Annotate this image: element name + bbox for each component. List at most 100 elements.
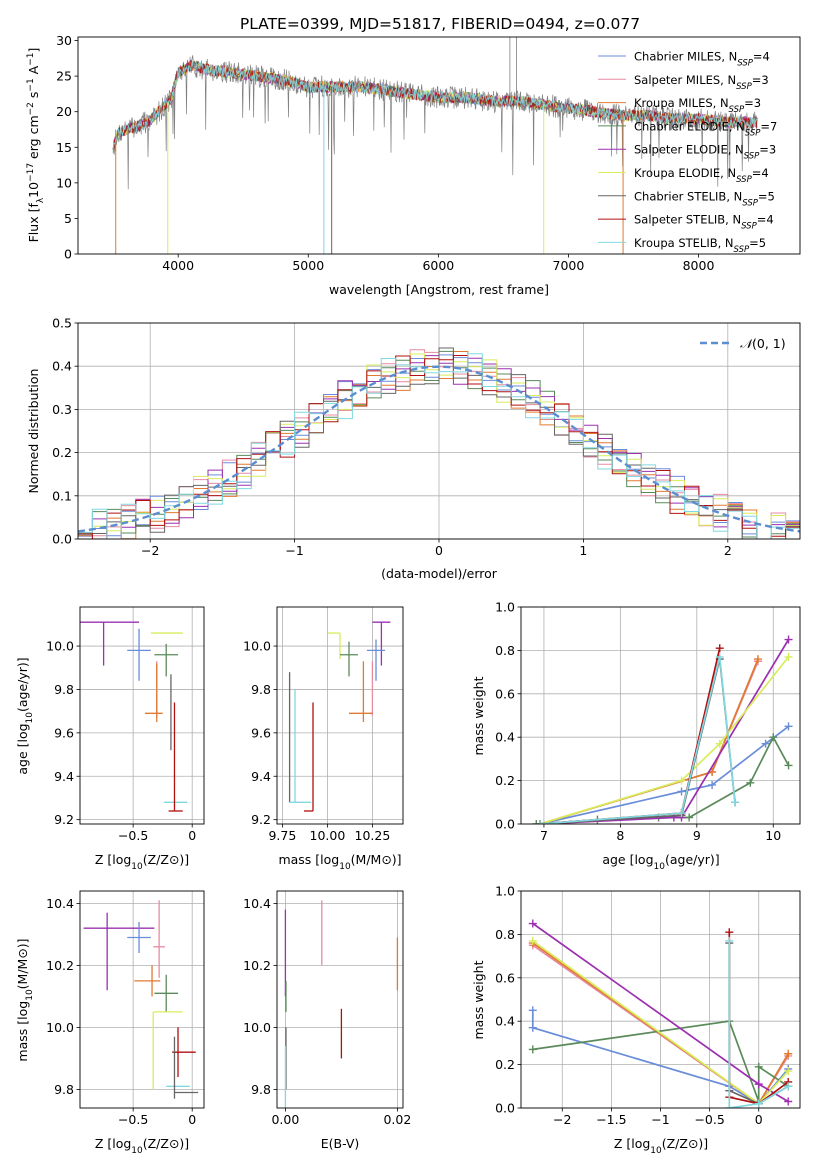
axis-label: mass [log10(M/M⊙)]	[15, 938, 35, 1061]
data-point	[746, 778, 755, 787]
axes-frame	[276, 890, 404, 1109]
data-point	[725, 928, 734, 937]
series-line	[536, 635, 793, 824]
model-spectrum	[113, 60, 758, 150]
data-point	[784, 1082, 793, 1091]
y-tick-label: 0.2	[495, 1057, 515, 1072]
data-point	[685, 813, 694, 822]
age_vs_Z-plot-area	[80, 621, 188, 812]
legend-entry: Chabrier STELIB, NSSP=5	[634, 189, 775, 208]
x-tick-label: 5000	[292, 258, 324, 273]
data-point	[349, 661, 373, 723]
data-point	[784, 635, 793, 644]
y-tick-label: 0.5	[52, 316, 72, 331]
data-point	[669, 813, 678, 822]
axis-label: Flux [fλ10−17 erg cm−2 s−1 A−1]	[26, 48, 46, 243]
axis-label: Z [log10(Z/Z⊙)]	[614, 1136, 708, 1156]
y-tick-label: 10.2	[46, 958, 74, 973]
y-tick-label: 10.0	[46, 639, 74, 654]
legend-entry: Kroupa STELIB, NSSP=5	[634, 236, 766, 255]
x-tick-label: 10	[765, 828, 781, 843]
x-tick-label: 0	[188, 828, 196, 843]
x-tick-label: −1	[651, 1112, 669, 1127]
x-tick-label: −2	[553, 1112, 571, 1127]
y-tick-label: 0.8	[495, 927, 515, 942]
model-spectrum	[112, 61, 758, 150]
series-line	[536, 644, 724, 824]
series-line	[725, 936, 793, 1108]
axis-label: E(B-V)	[321, 1136, 360, 1151]
y-tick-label: 9.2	[54, 812, 74, 827]
y-tick-label: 9.8	[251, 1082, 271, 1097]
y-tick-label: 9.6	[54, 725, 74, 740]
data-point	[289, 689, 312, 803]
axes-frame	[79, 890, 205, 1109]
data-point	[153, 900, 166, 978]
data-point	[80, 621, 140, 666]
data-point	[528, 1006, 537, 1015]
spectrum-plot-area	[112, 37, 758, 254]
axes-frame	[77, 36, 801, 255]
data-point	[154, 643, 179, 677]
data-point	[677, 787, 686, 796]
data-point	[677, 809, 686, 818]
axis-label: age [log10(age/yr)]	[602, 852, 719, 872]
axis-label: wavelength [Angstrom, rest frame]	[329, 282, 549, 297]
data-point	[754, 1099, 763, 1108]
y-tick-label: 30	[56, 33, 72, 48]
axis-label: mass weight	[471, 960, 486, 1039]
y-tick-label: 0.3	[52, 402, 72, 417]
age_vs_mass-panel: 9.75 10.00 10.25 9.2 9.4 9.6 9.8 10.0 mass [log1…	[243, 606, 404, 872]
y-tick-label: 0	[64, 247, 72, 262]
y-tick-label: 10.0	[243, 1020, 271, 1035]
data-point	[304, 702, 314, 812]
data-point	[372, 621, 391, 666]
x-tick-label: 2	[724, 543, 732, 558]
legend-entry: Salpeter STELIB, NSSP=4	[634, 213, 774, 232]
axes-frame	[520, 606, 801, 825]
x-tick-label: −2	[141, 543, 159, 558]
data-point	[528, 1045, 537, 1054]
y-tick-label: 1.0	[495, 884, 515, 899]
x-tick-label: −0.5	[118, 1112, 148, 1127]
legend-entry: Kroupa MILES, NSSP=3	[634, 96, 761, 115]
y-tick-label: 10.2	[243, 958, 271, 973]
y-tick-label: 9.8	[54, 682, 74, 697]
data-point	[784, 722, 793, 731]
residual-histogram	[78, 355, 800, 539]
y-tick-label: 0.2	[52, 445, 72, 460]
y-tick-label: 5	[64, 211, 72, 226]
x-tick-label: 10.00	[310, 828, 346, 843]
y-tick-label: 0.8	[495, 643, 515, 658]
x-tick-label: 9	[693, 828, 701, 843]
y-tick-label: 0.0	[495, 817, 515, 832]
axis-label: (data-model)/error	[381, 566, 498, 581]
data-point	[144, 663, 163, 723]
x-tick-label: 1	[579, 543, 587, 558]
data-point	[152, 1011, 183, 1090]
data-point	[761, 739, 770, 748]
data-point	[754, 1062, 763, 1071]
x-tick-label: −1.5	[596, 1112, 626, 1127]
y-tick-label: 0.0	[52, 532, 72, 547]
data-point	[708, 780, 717, 789]
x-tick-label: −0.5	[118, 828, 148, 843]
series-line	[528, 919, 793, 1106]
residuals-panel: −2 −1 0 1 2 0.0 0.1 0.2 0.3 0.4 0.5 (data-model)/er…	[26, 316, 801, 581]
data-point	[715, 739, 724, 748]
axes-frame	[77, 322, 801, 540]
data-point	[134, 965, 161, 997]
axis-label: age [log10(age/yr)]	[15, 657, 35, 774]
legend-entry: Salpeter ELODIE, NSSP=3	[634, 143, 776, 162]
mass_vs_EBV-plot-area	[284, 900, 399, 1108]
data-point	[715, 644, 724, 653]
data-point	[784, 761, 793, 770]
axes-frame	[520, 890, 801, 1109]
x-tick-label: 8	[616, 828, 624, 843]
y-tick-label: 9.4	[54, 769, 74, 784]
y-tick-label: 25	[56, 69, 72, 84]
massweight_vs_age-panel: 7 8 9 10 0.0 0.2 0.4 0.6 0.8 1.0 age [log10(age/yr…	[471, 600, 801, 872]
data-point	[367, 639, 385, 681]
x-tick-label: −0.5	[694, 1112, 724, 1127]
y-tick-label: 10.4	[243, 896, 271, 911]
